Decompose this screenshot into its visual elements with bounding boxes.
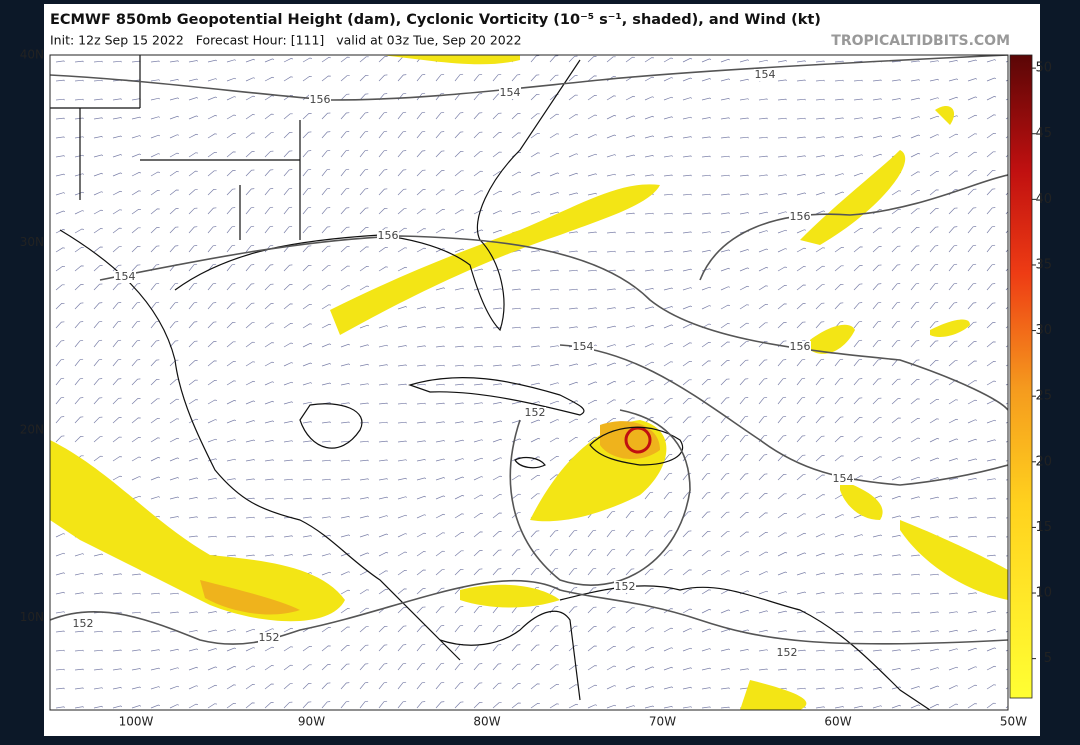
lon-label: 50W <box>1000 715 1027 729</box>
lon-label: 90W <box>298 715 325 729</box>
lat-label: 10N <box>20 610 44 624</box>
vorticity <box>50 55 1008 710</box>
contour-label-bg <box>754 69 776 81</box>
subtitle: Init: 12z Sep 15 2022 Forecast Hour: [11… <box>50 33 522 48</box>
site: TROPICALTIDBITS.COM <box>831 33 1010 49</box>
contour-label: 152 <box>259 631 280 644</box>
colorbar-tick-label: 15 <box>1035 520 1052 535</box>
contour-label: 152 <box>777 646 798 659</box>
contour-label-bg <box>114 271 136 283</box>
lat-label: 20N <box>20 423 44 437</box>
map-frame <box>49 54 1009 711</box>
contour-label-bg <box>309 94 331 106</box>
contour-label: 154 <box>500 86 521 99</box>
title: ECMWF 850mb Geopotential Height (dam), C… <box>50 12 821 28</box>
contour-label: 154 <box>573 340 594 353</box>
contour-label: 156 <box>378 229 399 242</box>
contour-label-bg <box>789 211 811 223</box>
lon-label: 60W <box>824 715 851 729</box>
lon-label: 100W <box>119 715 154 729</box>
contour-label-bg <box>572 341 594 353</box>
colorbar-tick-label: 25 <box>1035 389 1052 404</box>
lon-label: 70W <box>649 715 676 729</box>
colorbar-tick-label: 40 <box>1035 192 1052 207</box>
colorbar-tick-label: 10 <box>1035 586 1052 601</box>
height-contours <box>50 55 1008 645</box>
map: 154 154 154 154 154 156 156 156 156 152 152 152 152 1… <box>50 55 1008 710</box>
colorbar-tick-label: 35 <box>1035 257 1052 272</box>
contour-label-bg <box>499 87 521 99</box>
contour-label-bg <box>258 632 280 644</box>
contour-label-bg <box>789 341 811 353</box>
contour-label: 154 <box>115 270 136 283</box>
contour-label-bg <box>72 618 94 630</box>
lat-label: 40N <box>20 48 44 62</box>
colorbar <box>1009 54 1033 699</box>
lon-label: 80W <box>473 715 500 729</box>
colorbar-tick-label: 20 <box>1035 454 1052 469</box>
contour-label: 156 <box>790 210 811 223</box>
colorbar-tick-label: 45 <box>1035 126 1052 141</box>
contour-label: 152 <box>525 406 546 419</box>
contour-label: 152 <box>615 580 636 593</box>
colorbar-tick-label: 50 <box>1035 61 1052 76</box>
contour-label: 154 <box>833 472 854 485</box>
contour-label: 156 <box>790 340 811 353</box>
colorbar-tick-label: 5 <box>1044 651 1052 666</box>
contour-label-bg <box>832 473 854 485</box>
contour-label: 154 <box>755 68 776 81</box>
contour-label-bg <box>524 407 546 419</box>
contour-label-bg <box>377 230 399 242</box>
contour-label-bg <box>614 581 636 593</box>
colorbar-tick-label: 30 <box>1035 323 1052 338</box>
contour-label: 152 <box>73 617 94 630</box>
contour-label: 156 <box>310 93 331 106</box>
contour-label-bg <box>776 647 798 659</box>
lat-label: 30N <box>20 235 44 249</box>
